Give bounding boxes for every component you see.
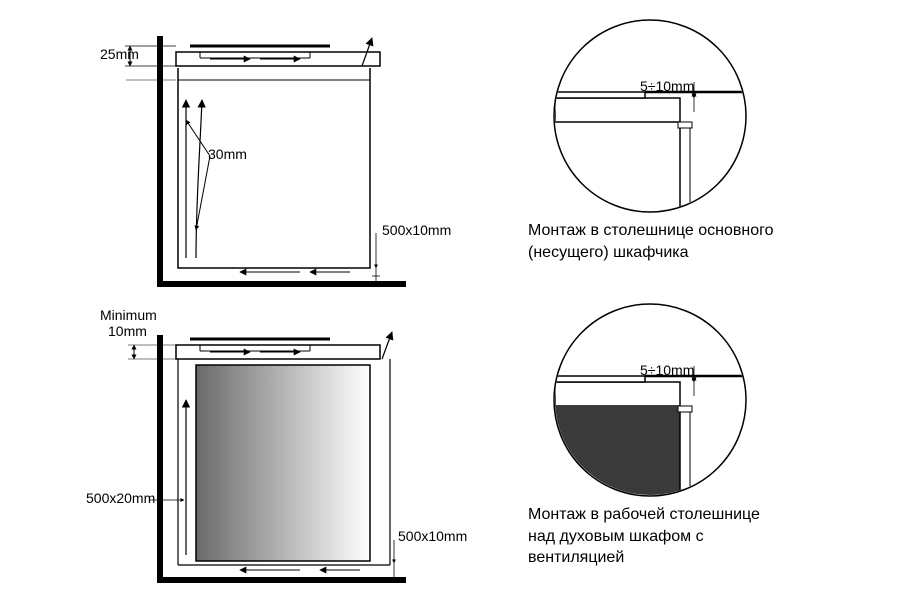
label-min: Minimum (100, 307, 157, 323)
caption-top-right: Монтаж в столешнице основного (несущего)… (528, 220, 858, 263)
caption-br-l3: вентиляцией (528, 549, 624, 566)
label-500x10-bot: 500x10mm (398, 528, 467, 544)
label-top-gap: 25mm (100, 46, 139, 62)
detail-bottom-right (554, 304, 746, 526)
installation-diagram-page: 25mm 30mm 500x10mm Minimum 10mm 500x20mm… (0, 0, 903, 603)
caption-tr-l1: Монтаж в столешнице основного (528, 222, 774, 239)
label-5-10-bot: 5÷10mm (640, 362, 694, 378)
caption-br-l1: Монтаж в рабочей столешнице (528, 506, 760, 523)
label-min-10: 10mm (108, 323, 147, 339)
section-bottom-left (128, 332, 406, 580)
caption-br-l2: над духовым шкафом с (528, 528, 704, 545)
caption-bottom-right: Монтаж в рабочей столешнице над духовым … (528, 504, 858, 569)
label-500x20: 500x20mm (86, 490, 155, 506)
label-5-10-top: 5÷10mm (640, 78, 694, 94)
detail-top-right (554, 20, 746, 212)
label-30mm: 30mm (208, 146, 247, 162)
section-top-left (125, 36, 406, 284)
caption-tr-l2: (несущего) шкафчика (528, 244, 689, 261)
label-500x10-top: 500x10mm (382, 222, 451, 238)
